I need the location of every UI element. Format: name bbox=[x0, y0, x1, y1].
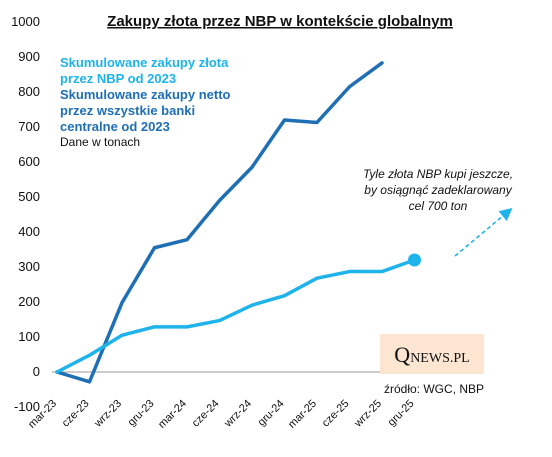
legend-line-4: przez wszystkie banki bbox=[60, 103, 195, 118]
annotation-line-3: cel 700 ton bbox=[409, 199, 468, 213]
data-point bbox=[120, 333, 124, 337]
legend: Skumulowane zakupy złota przez NBP od 20… bbox=[60, 55, 231, 149]
data-point bbox=[315, 276, 319, 280]
data-point bbox=[250, 165, 254, 169]
data-point bbox=[218, 319, 221, 323]
data-point bbox=[348, 270, 351, 274]
logo-background bbox=[380, 334, 484, 374]
series-end-marker bbox=[408, 253, 421, 267]
logo-q: Q bbox=[394, 342, 410, 367]
x-tick-label: cze-24 bbox=[190, 398, 222, 430]
qnews-logo: QNEWS.PL bbox=[380, 334, 484, 374]
y-tick-label: -100 bbox=[14, 399, 40, 414]
x-tick-label: wrz-25 bbox=[352, 398, 385, 431]
y-tick-label: 500 bbox=[18, 189, 40, 204]
data-point bbox=[120, 301, 124, 305]
x-tick-label: wrz-24 bbox=[222, 398, 255, 431]
series-line-2 bbox=[55, 258, 417, 374]
source-note: źródło: WGC, NBP bbox=[384, 382, 484, 396]
x-tick-label: cze-25 bbox=[320, 398, 352, 430]
data-point bbox=[380, 270, 384, 274]
y-tick-label: 200 bbox=[18, 294, 40, 309]
data-point bbox=[283, 294, 286, 298]
annotation: Tyle złota NBP kupi jeszcze, by osiągnąć… bbox=[363, 167, 513, 257]
y-tick-label: 100 bbox=[18, 329, 40, 344]
legend-line-5: centralne od 2023 bbox=[60, 119, 170, 134]
data-point bbox=[250, 303, 254, 307]
x-tick-label: gru-24 bbox=[256, 398, 287, 429]
data-point bbox=[153, 246, 156, 250]
y-tick-label: 700 bbox=[18, 119, 40, 134]
data-point bbox=[315, 120, 319, 124]
legend-line-2: przez NBP od 2023 bbox=[60, 71, 176, 86]
data-point bbox=[88, 380, 91, 384]
logo-rest: NEWS.PL bbox=[410, 351, 470, 366]
x-tick-label: gru-25 bbox=[386, 398, 417, 429]
legend-line-1: Skumulowane zakupy złota bbox=[60, 55, 229, 70]
y-tick-label: 1000 bbox=[11, 14, 40, 29]
annotation-arrow bbox=[454, 207, 513, 257]
annotation-line-2: by osiągnąć zadeklarowany bbox=[364, 183, 512, 197]
y-tick-label: 900 bbox=[18, 49, 40, 64]
x-tick-label: mar-24 bbox=[156, 398, 189, 431]
data-point bbox=[55, 370, 59, 374]
y-tick-label: 0 bbox=[33, 364, 40, 379]
series-group bbox=[55, 61, 421, 384]
x-axis: mar-23 cze-23 wrz-23 gru-23 mar-24 cze-24 wrz-… bbox=[26, 371, 470, 431]
data-point bbox=[283, 118, 286, 122]
y-axis: -100 0 100 200 300 400 500 600 700 800 900 1000 bbox=[11, 14, 40, 414]
data-point bbox=[348, 85, 351, 89]
y-tick-label: 600 bbox=[18, 154, 40, 169]
data-point bbox=[185, 238, 189, 242]
data-point bbox=[380, 61, 384, 65]
chart-title: Zakupy złota przez NBP w kontekście glob… bbox=[107, 13, 453, 30]
data-point bbox=[218, 199, 221, 202]
y-tick-label: 400 bbox=[18, 224, 40, 239]
data-point bbox=[88, 353, 91, 357]
logo-text: QNEWS.PL bbox=[394, 342, 469, 367]
legend-line-6: Dane w tonach bbox=[60, 135, 140, 149]
y-tick-label: 800 bbox=[18, 84, 40, 99]
x-tick-label: gru-23 bbox=[126, 398, 157, 429]
legend-line-3: Skumulowane zakupy netto bbox=[60, 87, 231, 102]
y-tick-label: 300 bbox=[18, 259, 40, 274]
data-point bbox=[153, 325, 156, 329]
x-tick-label: cze-23 bbox=[60, 398, 92, 430]
annotation-line-1: Tyle złota NBP kupi jeszcze, bbox=[363, 167, 513, 181]
data-point bbox=[185, 325, 189, 329]
x-tick-label: mar-25 bbox=[286, 398, 319, 431]
x-tick-label: wrz-23 bbox=[92, 398, 125, 431]
